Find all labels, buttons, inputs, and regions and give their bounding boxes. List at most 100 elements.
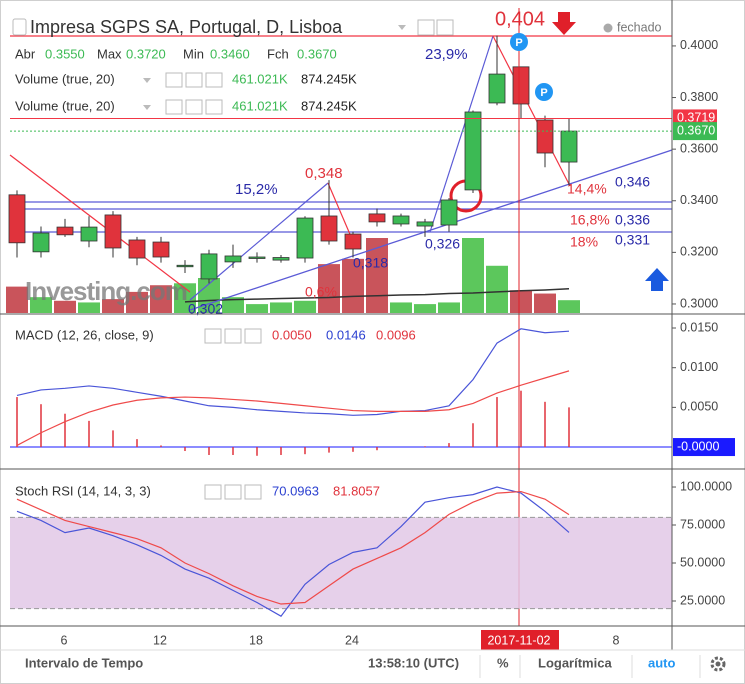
icon[interactable] [244, 484, 262, 500]
icon[interactable] [165, 72, 183, 88]
candle-body [512, 66, 530, 105]
trend-line [492, 35, 571, 187]
candle-body [56, 226, 74, 236]
y-tick-label: 0.3200 [680, 245, 718, 259]
clock: 13:58:10 (UTC) [368, 655, 459, 670]
volume-ma-line [184, 287, 570, 303]
annotation: 0,346 [615, 174, 650, 190]
candle-body [440, 199, 458, 226]
dropdown[interactable] [143, 78, 151, 83]
legend-value: 0.3550 [45, 46, 85, 61]
dropdown[interactable] [398, 25, 406, 30]
icon[interactable] [436, 19, 454, 36]
volume-bar [198, 278, 220, 313]
candle-body [80, 226, 98, 242]
volume-bar [462, 238, 484, 313]
auto-button[interactable]: auto [648, 655, 676, 670]
market-status: fechado [617, 20, 662, 34]
legend-value: 874.245K [301, 98, 357, 113]
volume-bar [558, 300, 580, 313]
trend-line [429, 35, 494, 233]
volume-bar [126, 291, 148, 313]
settings-icon[interactable] [710, 656, 726, 672]
interval-button[interactable]: Intervalo de Tempo [25, 655, 143, 670]
icon[interactable] [185, 72, 203, 88]
legend-value: 0.0146 [326, 327, 366, 342]
volume-bar [78, 302, 100, 313]
y-tick-label: 50.0000 [680, 555, 725, 569]
annotation: 0,348 [305, 165, 343, 182]
annotation: 14,4% [567, 181, 607, 197]
candle-body [296, 217, 314, 259]
x-tick-label: 2017-11-02 [487, 633, 550, 647]
legend-value: 70.0963 [272, 483, 319, 498]
volume-bar [390, 302, 412, 313]
event-marker-label: P [540, 87, 547, 99]
annotation: 0,326 [425, 236, 460, 252]
dropdown[interactable] [143, 105, 151, 110]
legend-value: 81.8057 [333, 483, 380, 498]
log-button[interactable]: Logarítmica [538, 655, 612, 670]
candle-body [560, 130, 578, 163]
candle-body [224, 255, 242, 263]
icon[interactable] [185, 99, 203, 115]
y-tick-label: 100.0000 [680, 479, 732, 493]
candle-body [368, 213, 386, 223]
y-tick-label: 0.3000 [680, 296, 718, 310]
volume-layer: Investing.com [6, 238, 580, 313]
candle-body [8, 194, 26, 244]
volume-bar [6, 286, 28, 313]
legend-value: 461.021K [232, 71, 288, 86]
icon[interactable] [204, 484, 222, 500]
legend-value: 461.021K [232, 98, 288, 113]
x-tick-label: 6 [61, 633, 68, 647]
volume-bar [246, 304, 268, 313]
icon[interactable] [224, 484, 242, 500]
y-tick-label: 0.3400 [680, 193, 718, 207]
candle-body [320, 215, 338, 242]
icon[interactable] [244, 328, 262, 344]
icon[interactable] [205, 72, 223, 88]
x-tick-label: 24 [345, 633, 359, 647]
watermark: Investing.com [25, 276, 187, 306]
annotation: 0,6% [305, 284, 337, 300]
legend-value: 0.0096 [376, 327, 416, 342]
y-tick-label: 0.0150 [680, 320, 718, 334]
icon[interactable] [165, 99, 183, 115]
value-box [673, 438, 735, 457]
volume-bar [318, 264, 340, 313]
drawings [9, 35, 673, 311]
annotation: 23,9% [425, 46, 468, 63]
candle-body [392, 215, 410, 225]
annotation: 18% [570, 234, 598, 250]
event-marker[interactable] [535, 83, 553, 101]
icon[interactable] [12, 18, 27, 36]
y-tick-label: 0.0050 [680, 400, 718, 414]
icon[interactable] [204, 328, 222, 344]
y-tick-label: 0.3800 [680, 90, 718, 104]
volume-bar [342, 258, 364, 313]
legend-value: 0.3460 [210, 46, 250, 61]
candle-body [416, 221, 434, 227]
candle-body [344, 233, 362, 250]
event-marker[interactable] [510, 33, 528, 51]
percent-button[interactable]: % [497, 655, 509, 670]
candle-body [176, 264, 194, 268]
legend-name: Min [183, 46, 204, 61]
annotation: 0,331 [615, 232, 650, 248]
annotation: 0,318 [353, 255, 388, 271]
volume-bar [150, 285, 172, 313]
volume-bar [366, 238, 388, 313]
indicator-title: MACD (12, 26, close, 9) [15, 327, 154, 342]
legend-name: Abr [15, 46, 36, 61]
legend-value: 0.0050 [272, 327, 312, 342]
indicator-title: Stoch RSI (14, 14, 3, 3) [15, 483, 151, 498]
annotation: 16,8% [570, 212, 610, 228]
icon[interactable] [417, 19, 435, 36]
icon[interactable] [205, 99, 223, 115]
volume-bar [222, 297, 244, 313]
icon[interactable] [224, 328, 242, 344]
up-arrow [645, 268, 669, 291]
